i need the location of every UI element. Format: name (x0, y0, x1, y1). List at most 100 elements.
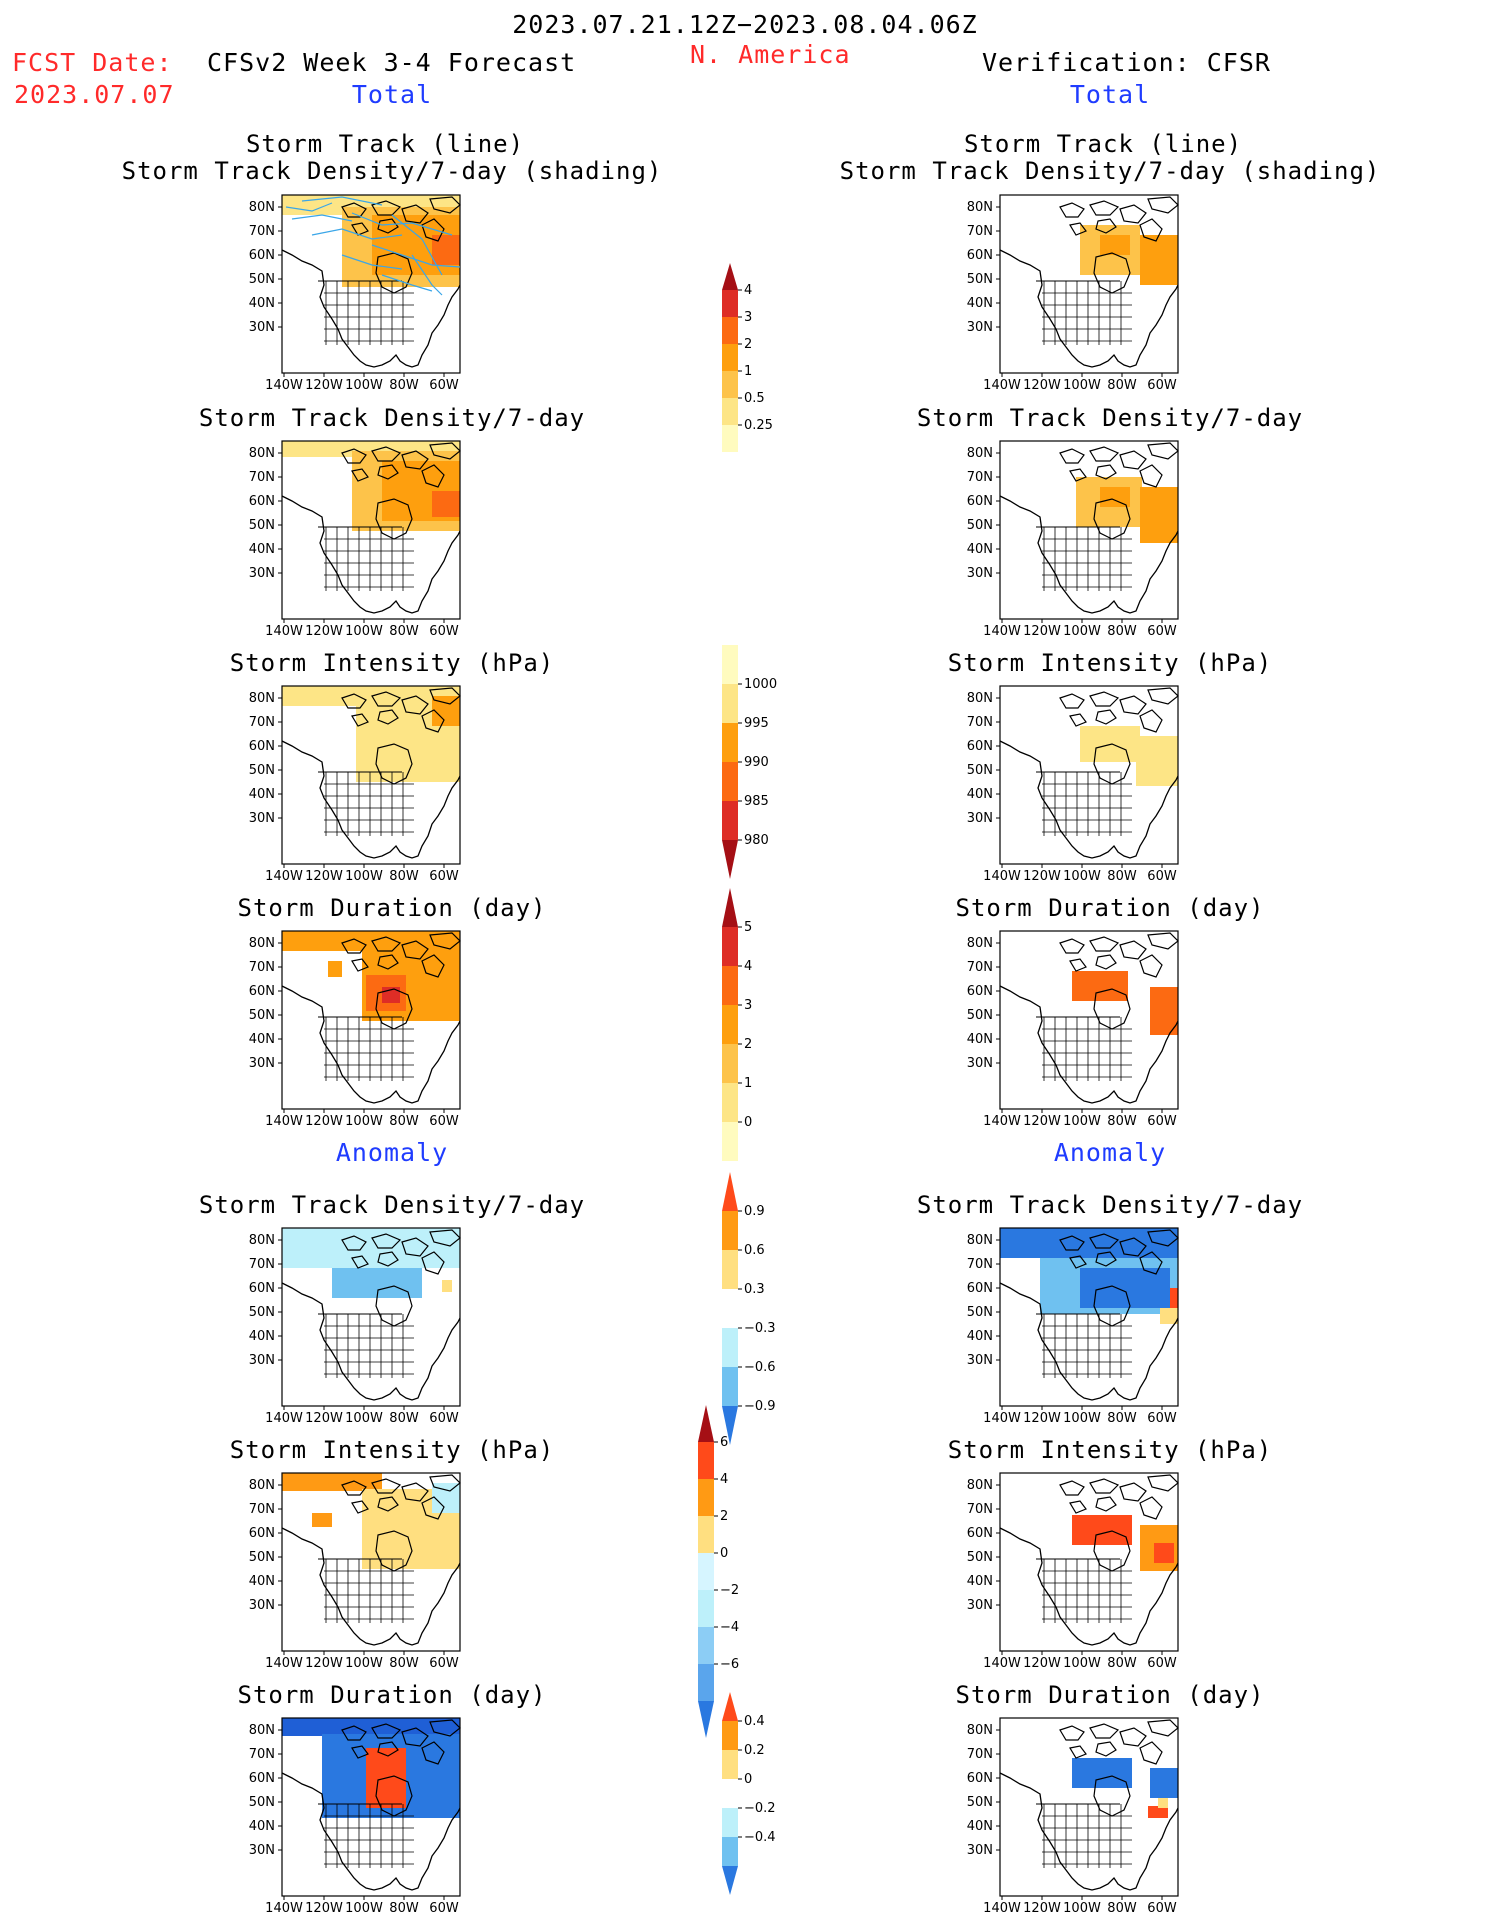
svg-text:60W: 60W (1147, 1411, 1177, 1426)
svg-text:80W: 80W (389, 1901, 419, 1916)
svg-text:60W: 60W (429, 1411, 459, 1426)
svg-text:980: 980 (744, 833, 769, 848)
svg-text:120W: 120W (1023, 1411, 1061, 1426)
svg-text:30N: 30N (967, 320, 993, 335)
svg-text:−0.6: −0.6 (744, 1360, 776, 1375)
svg-text:30N: 30N (249, 1353, 275, 1368)
svg-text:60W: 60W (429, 869, 459, 884)
svg-text:50N: 50N (249, 272, 275, 287)
svg-text:0.5: 0.5 (744, 391, 765, 406)
svg-text:80N: 80N (967, 1723, 993, 1738)
svg-text:120W: 120W (305, 624, 343, 639)
svg-text:100W: 100W (1063, 624, 1101, 639)
svg-text:40N: 40N (967, 1329, 993, 1344)
svg-text:60W: 60W (429, 378, 459, 393)
svg-text:80N: 80N (249, 691, 275, 706)
svg-text:0: 0 (744, 1772, 752, 1787)
svg-text:30N: 30N (249, 320, 275, 335)
svg-text:30N: 30N (249, 1056, 275, 1071)
svg-text:100W: 100W (1063, 378, 1101, 393)
svg-text:1: 1 (744, 1076, 752, 1091)
svg-text:120W: 120W (1023, 1901, 1061, 1916)
svg-text:80N: 80N (249, 1723, 275, 1738)
map-density-total-forecast: 80N 70N 60N 50N 40N 30N 140W 120W 100W 80W 60W (246, 440, 506, 645)
svg-text:60N: 60N (967, 248, 993, 263)
period-title: 2023.07.21.12Z−2023.08.04.06Z (512, 10, 978, 39)
svg-text:80N: 80N (967, 936, 993, 951)
map-density-total-verification: 80N 70N 60N 50N 40N 30N 140W 120W 100W 80W 60W (964, 440, 1224, 645)
svg-text:50N: 50N (967, 1795, 993, 1810)
fcst-date-value: 2023.07.07 (14, 80, 175, 109)
svg-text:80N: 80N (249, 200, 275, 215)
svg-text:100W: 100W (1063, 869, 1101, 884)
svg-text:80W: 80W (389, 869, 419, 884)
svg-text:1: 1 (744, 364, 752, 379)
map-intensity-anom-verification: 80N 70N 60N 50N 40N 30N 140W 120W 100W 80W 60W (964, 1472, 1224, 1677)
svg-text:990: 990 (744, 755, 769, 770)
svg-text:80W: 80W (1107, 378, 1137, 393)
svg-text:−4: −4 (720, 1620, 739, 1635)
svg-text:40N: 40N (967, 542, 993, 557)
svg-text:50N: 50N (967, 1305, 993, 1320)
svg-text:40N: 40N (249, 1819, 275, 1834)
svg-text:60N: 60N (967, 984, 993, 999)
svg-text:1000: 1000 (744, 677, 777, 692)
svg-text:100W: 100W (345, 378, 383, 393)
svg-text:80W: 80W (389, 624, 419, 639)
svg-text:120W: 120W (305, 378, 343, 393)
svg-text:−2: −2 (720, 1583, 739, 1598)
svg-text:80N: 80N (967, 200, 993, 215)
svg-text:40N: 40N (249, 296, 275, 311)
svg-text:40N: 40N (967, 296, 993, 311)
svg-text:140W: 140W (983, 1656, 1021, 1671)
svg-text:0: 0 (720, 1546, 728, 1561)
svg-text:60W: 60W (429, 624, 459, 639)
svg-text:3: 3 (744, 998, 752, 1013)
svg-text:140W: 140W (983, 1114, 1021, 1129)
svg-text:80W: 80W (389, 1656, 419, 1671)
svg-text:140W: 140W (983, 1411, 1021, 1426)
svg-text:70N: 70N (967, 1747, 993, 1762)
svg-text:50N: 50N (967, 763, 993, 778)
svg-text:140W: 140W (265, 1901, 303, 1916)
svg-text:80N: 80N (967, 691, 993, 706)
map-density-anom-verification: 80N 70N 60N 50N 40N 30N 140W 120W 100W 80W 60W (964, 1227, 1224, 1432)
svg-text:0.9: 0.9 (744, 1204, 765, 1219)
svg-text:40N: 40N (249, 1032, 275, 1047)
svg-text:80W: 80W (1107, 869, 1137, 884)
svg-text:30N: 30N (249, 1598, 275, 1613)
svg-text:120W: 120W (305, 1901, 343, 1916)
svg-text:100W: 100W (345, 1901, 383, 1916)
svg-text:30N: 30N (967, 811, 993, 826)
svg-text:50N: 50N (967, 272, 993, 287)
svg-text:30N: 30N (249, 1843, 275, 1858)
svg-text:140W: 140W (983, 624, 1021, 639)
svg-text:50N: 50N (967, 1008, 993, 1023)
svg-text:60N: 60N (967, 1771, 993, 1786)
svg-text:985: 985 (744, 794, 769, 809)
svg-text:5: 5 (744, 920, 752, 935)
svg-text:80N: 80N (249, 1478, 275, 1493)
svg-text:60W: 60W (1147, 1901, 1177, 1916)
svg-text:0.3: 0.3 (744, 1282, 765, 1297)
svg-text:120W: 120W (1023, 869, 1061, 884)
svg-text:140W: 140W (265, 624, 303, 639)
svg-text:140W: 140W (265, 1411, 303, 1426)
title-density-total-right: Storm Track Density/7-day (916, 404, 1304, 432)
svg-text:30N: 30N (967, 566, 993, 581)
svg-text:120W: 120W (1023, 1656, 1061, 1671)
svg-text:140W: 140W (983, 378, 1021, 393)
svg-text:80W: 80W (389, 378, 419, 393)
svg-text:70N: 70N (249, 1747, 275, 1762)
title-intensity-total-right: Storm Intensity (hPa) (947, 649, 1273, 677)
svg-text:100W: 100W (345, 1114, 383, 1129)
title-duration-total-right: Storm Duration (day) (955, 894, 1265, 922)
colorbar-density-total: 4 3 2 1 0.5 0.25 (722, 263, 792, 543)
section-total-right: Total (1069, 80, 1151, 109)
svg-text:70N: 70N (249, 1257, 275, 1272)
svg-text:60W: 60W (1147, 624, 1177, 639)
svg-text:40N: 40N (967, 1819, 993, 1834)
svg-text:120W: 120W (305, 1411, 343, 1426)
title-duration-anom-left: Storm Duration (day) (237, 1681, 547, 1709)
svg-text:50N: 50N (967, 1550, 993, 1565)
